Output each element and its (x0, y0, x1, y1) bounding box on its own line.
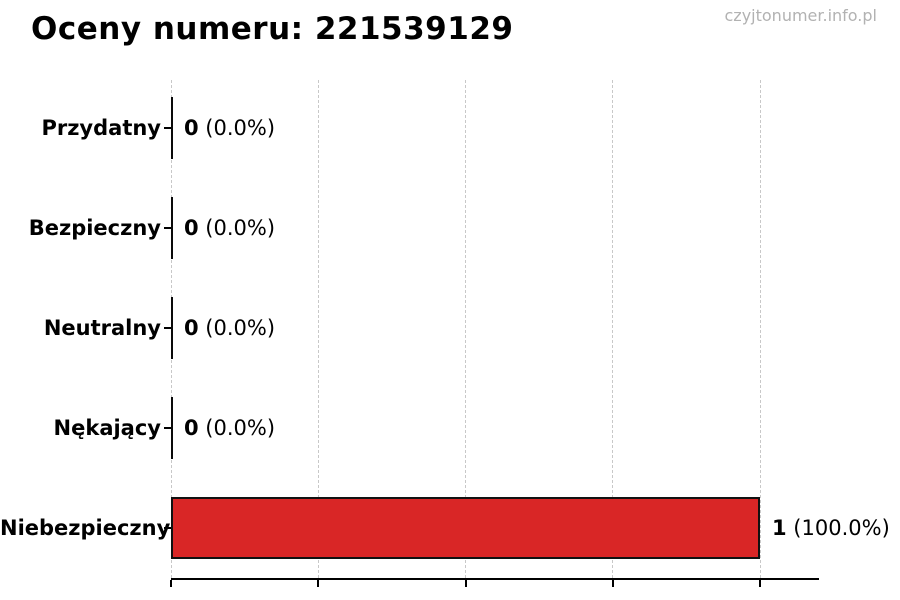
bar-0 (171, 97, 173, 159)
value-label-3: 0 (0.0%) (184, 397, 275, 459)
value-percent: (0.0%) (198, 216, 276, 240)
value-count: 1 (772, 516, 787, 540)
value-count: 0 (184, 116, 199, 140)
x-axis-tick (759, 580, 762, 587)
category-label-4: Niebezpieczny (0, 516, 171, 540)
y-axis-tick (164, 427, 171, 429)
value-count: 0 (184, 416, 199, 440)
plot-area: 0 (0.0%) 0 (0.0%) 0 (0.0%) 0 (0.0%) 1 (100.0… (164, 80, 890, 587)
y-axis-tick (164, 527, 171, 529)
bar-4 (171, 497, 760, 559)
x-axis-tick (611, 580, 614, 587)
value-percent: (0.0%) (198, 116, 276, 140)
y-axis-tick (164, 127, 171, 129)
category-label-3: Nękający (53, 416, 161, 440)
x-gridline (612, 80, 614, 578)
value-percent: (100.0%) (786, 516, 890, 540)
x-gridline (465, 80, 467, 578)
y-axis-tick (164, 327, 171, 329)
chart-title: Oceny numeru: 221539129 (31, 11, 514, 47)
bar-3 (171, 397, 173, 459)
value-label-0: 0 (0.0%) (184, 97, 275, 159)
value-label-2: 0 (0.0%) (184, 297, 275, 359)
category-label-1: Bezpieczny (28, 216, 161, 240)
watermark-link[interactable]: czyjtonumer.info.pl (724, 6, 878, 25)
value-percent: (0.0%) (198, 316, 276, 340)
value-label-1: 0 (0.0%) (184, 197, 275, 259)
x-axis-tick (317, 580, 320, 587)
value-label-4: 1 (100.0%) (772, 497, 890, 559)
x-gridline (317, 80, 319, 578)
bar-1 (171, 197, 173, 259)
value-count: 0 (184, 316, 199, 340)
value-percent: (0.0%) (198, 416, 276, 440)
x-axis-tick (170, 580, 172, 587)
category-label-0: Przydatny (41, 116, 161, 140)
x-axis-tick (464, 580, 467, 587)
x-gridline (759, 80, 761, 578)
value-count: 0 (184, 216, 199, 240)
category-label-2: Neutralny (43, 316, 161, 340)
y-axis-tick (164, 227, 171, 229)
bar-2 (171, 297, 173, 359)
